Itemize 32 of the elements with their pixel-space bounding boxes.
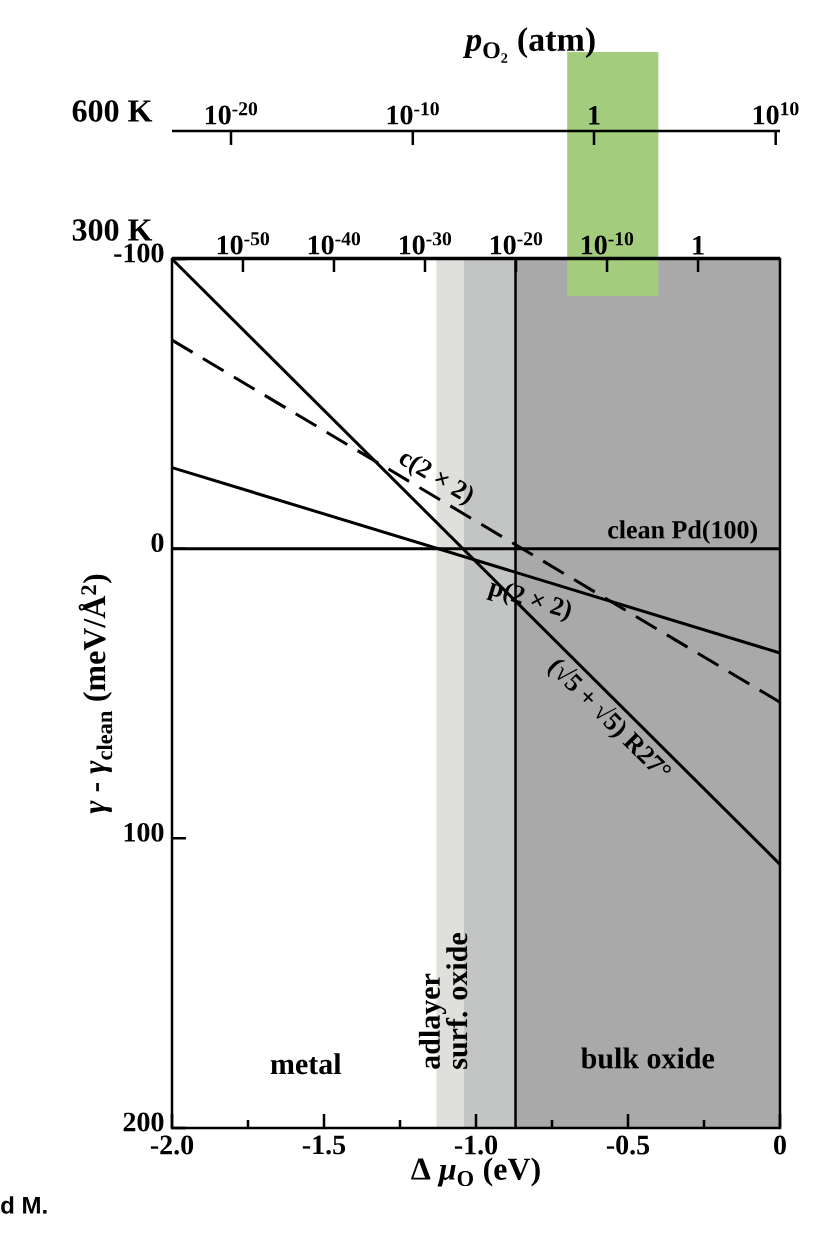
text: 10$^{-10}$ <box>387 102 439 125</box>
x2-tick-label: 10$^{-20}$ <box>490 232 543 255</box>
text: (√5 + √5) R27° <box>547 660 671 773</box>
x-tick-label: -0.5 <box>606 1135 650 1155</box>
y-tick-label: -100 <box>114 243 164 263</box>
text: p$_{O₂}$ (atm) <box>462 27 595 63</box>
x2-tick-label: 1 <box>693 235 704 255</box>
x-tick-label: -2.0 <box>150 1135 194 1155</box>
y-tick-label: 100 <box>124 822 164 842</box>
text: 600 K <box>72 100 153 122</box>
x-tick-label: 0 <box>774 1135 786 1155</box>
text: 10$^{10}$ <box>753 102 799 125</box>
text: 10$^{-20}$ <box>205 102 258 125</box>
x-tick-label: -1.0 <box>454 1135 498 1155</box>
x-tick-label: -1.5 <box>302 1135 346 1155</box>
x2-tick-label: 10$^{-50}$ <box>217 232 270 255</box>
text: d M. <box>1 1196 47 1214</box>
annotation: metal <box>270 1053 342 1075</box>
x2-tick-label: 10$^{-30}$ <box>399 232 452 255</box>
y-tick-label: 200 <box>123 1112 164 1132</box>
band-label: adlayer <box>418 973 447 1069</box>
series-label: clean Pd(100) <box>608 520 758 544</box>
x2-tick-label: 10$^{-10}$ <box>581 232 634 255</box>
text: 1 <box>589 105 600 125</box>
text: c(2 × 2) <box>399 454 473 506</box>
band-label: bulk oxide <box>581 1047 715 1069</box>
x2-axis-title: 300 K <box>72 219 153 241</box>
x-axis-title: Δ μ$_{O}$ (eV) <box>411 1157 540 1187</box>
band-label: surf. oxide <box>445 933 468 1069</box>
y-tick-label: 0 <box>151 533 164 553</box>
y-axis-title: γ - γ$_{clean}$ (meV/Å$^{2}$) <box>78 574 113 814</box>
x2-tick-label: 10$^{-40}$ <box>308 232 361 255</box>
